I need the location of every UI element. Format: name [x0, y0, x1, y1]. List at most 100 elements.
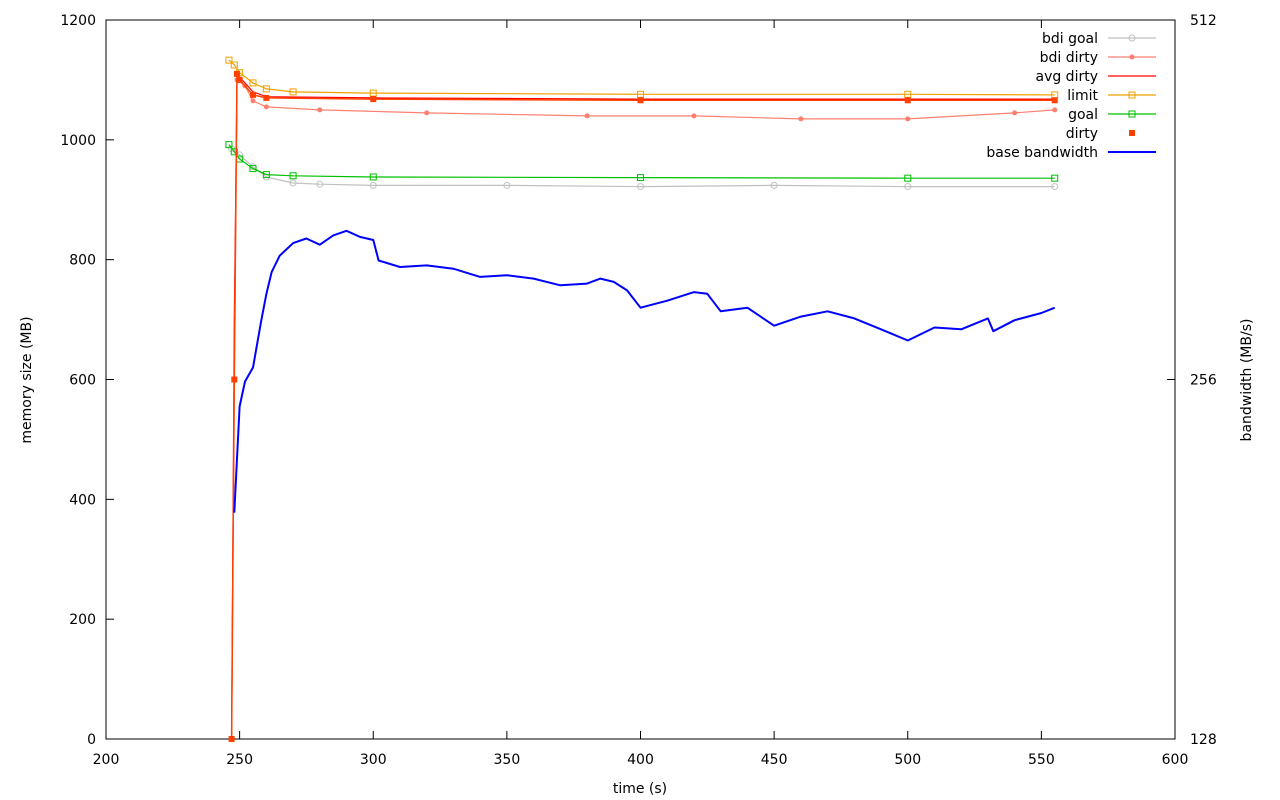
x-tick-label: 350: [494, 752, 521, 768]
x-axis: 200 250 300 350 400 450 500 550 600: [93, 20, 1189, 768]
data-point: [1051, 174, 1059, 182]
series-layer: [225, 56, 1059, 742]
y-tick-label: 800: [69, 253, 96, 269]
x-tick-label: 600: [1162, 752, 1189, 768]
y2-tick-label: 512: [1190, 13, 1217, 29]
legend-label: goal: [1068, 107, 1098, 123]
y-axis-title: memory size (MB): [19, 316, 35, 443]
data-point: [262, 171, 270, 179]
y2-tick-label: 256: [1190, 373, 1217, 389]
data-point: [249, 91, 256, 98]
y2-tick-label: 128: [1190, 732, 1217, 748]
x-tick-label: 200: [93, 752, 120, 768]
legend-label: bdi goal: [1042, 31, 1098, 47]
y-tick-label: 1000: [60, 133, 96, 149]
data-point: [289, 179, 297, 187]
legend-label: base bandwidth: [986, 145, 1098, 161]
data-point: [233, 70, 240, 77]
x-tick-label: 550: [1028, 752, 1055, 768]
y2-axis-title: bandwidth (MB/s): [1239, 319, 1255, 442]
data-point: [228, 736, 235, 742]
x-axis-title: time (s): [613, 781, 667, 797]
series-line: [233, 229, 1056, 513]
data-point: [263, 94, 270, 101]
series-goal: [225, 141, 1059, 182]
data-point: [249, 165, 257, 173]
data-point: [230, 61, 238, 69]
data-point: [503, 181, 511, 189]
legend-item-dirty: dirty: [1066, 126, 1135, 142]
data-point: [249, 79, 257, 87]
legend-label: limit: [1067, 88, 1098, 104]
data-point: [231, 376, 238, 383]
legend-label: avg dirty: [1035, 69, 1098, 85]
legend-swatch-marker: [1129, 130, 1135, 136]
y2-axis: 128 256 512: [1167, 13, 1217, 748]
x-tick-label: 400: [627, 752, 654, 768]
series-line: [228, 144, 1055, 179]
series-line: [228, 59, 1055, 96]
series-dirty: [228, 70, 1058, 742]
data-point: [225, 141, 233, 149]
data-point: [637, 183, 644, 191]
data-point: [225, 56, 233, 64]
legend-item-limit: limit: [1067, 88, 1156, 104]
data-point: [289, 172, 297, 180]
data-point: [798, 116, 804, 122]
data-point: [316, 180, 324, 188]
data-point: [1051, 183, 1059, 191]
y-tick-label: 400: [69, 492, 96, 508]
data-point: [317, 107, 323, 113]
legend: bdi goal bdi dirty avg dirty limit goal dirty…: [986, 31, 1156, 161]
legend-swatch-marker: [1128, 34, 1136, 42]
plot-area: [105, 19, 1176, 740]
legend-swatch-marker: [1129, 54, 1135, 60]
data-point: [904, 174, 912, 182]
data-point: [370, 96, 377, 103]
legend-item-base-bandwidth: base bandwidth: [986, 145, 1156, 161]
series-line: [230, 73, 1055, 740]
data-point: [584, 113, 590, 119]
data-point: [369, 173, 377, 181]
data-point: [424, 110, 430, 116]
y-axis: 0 200 400 600 800 1000 1200: [60, 13, 114, 748]
data-point: [1052, 107, 1058, 113]
data-point: [691, 113, 697, 119]
data-point: [905, 116, 911, 122]
data-point: [289, 88, 297, 96]
data-point: [250, 98, 256, 104]
legend-item-avg-dirty: avg dirty: [1035, 69, 1156, 85]
legend-item-bdi-dirty: bdi dirty: [1040, 50, 1156, 66]
x-tick-label: 450: [761, 752, 788, 768]
series-base-bandwidth: [233, 229, 1056, 513]
data-point: [230, 148, 238, 156]
data-point: [637, 174, 644, 182]
y-tick-label: 1200: [60, 13, 96, 29]
data-point: [770, 181, 778, 189]
legend-label: bdi dirty: [1040, 50, 1098, 66]
y-tick-label: 600: [69, 373, 96, 389]
x-tick-label: 250: [226, 752, 253, 768]
data-point: [1012, 110, 1018, 116]
legend-swatch-marker: [1128, 110, 1136, 118]
legend-swatch-marker: [1128, 91, 1136, 99]
plot-frame: [105, 19, 1176, 740]
x-tick-label: 300: [360, 752, 387, 768]
series-bdi-goal: [228, 145, 1059, 191]
y-tick-label: 200: [69, 612, 96, 628]
data-point: [637, 97, 644, 104]
data-point: [904, 183, 912, 191]
data-point: [369, 181, 377, 189]
legend-item-bdi-goal: bdi goal: [1042, 31, 1156, 47]
data-point: [1051, 97, 1058, 104]
data-point: [904, 97, 911, 104]
data-point: [262, 85, 270, 93]
legend-label: dirty: [1066, 126, 1098, 142]
data-point: [236, 76, 243, 83]
y-tick-label: 0: [87, 732, 96, 748]
data-point: [263, 104, 269, 110]
series-limit: [225, 56, 1059, 99]
x-tick-label: 500: [894, 752, 921, 768]
legend-item-goal: goal: [1068, 107, 1156, 123]
